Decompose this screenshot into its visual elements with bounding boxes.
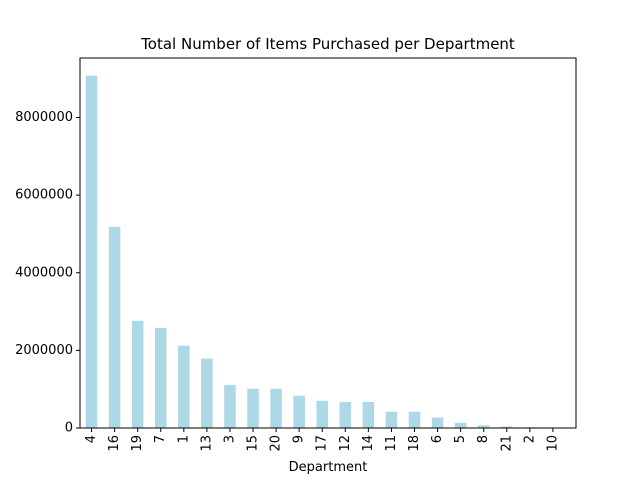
y-tick-label: 4000000: [15, 265, 73, 280]
y-tick-label: 8000000: [15, 110, 73, 125]
x-tick-label: 4: [84, 435, 99, 443]
bar-18: [408, 411, 421, 428]
y-tick-label: 0: [65, 421, 73, 436]
x-tick-label: 18: [407, 435, 422, 452]
bar-4: [85, 75, 98, 429]
x-tick-label: 20: [269, 435, 284, 452]
bar-1: [178, 345, 190, 428]
x-tick-label: 11: [384, 435, 399, 452]
x-tick-label: 15: [246, 435, 261, 452]
bars-group: [85, 75, 559, 429]
bar-21: [501, 426, 513, 428]
bar-20: [270, 388, 282, 428]
x-tick-label: 9: [292, 435, 307, 443]
x-tick-label: 3: [222, 435, 237, 443]
plot-frame: [79, 57, 577, 429]
x-tick-label: 10: [545, 435, 560, 452]
bar-9: [293, 395, 305, 428]
x-tick-label: 8: [476, 435, 491, 443]
x-tick-label: 17: [315, 435, 330, 452]
x-tick-label: 5: [453, 435, 468, 443]
x-tick-label: 16: [107, 435, 122, 452]
bar-19: [131, 320, 144, 428]
y-axis: 0 2000000 4000000 6000000 8000000: [15, 110, 80, 436]
bar-17: [316, 400, 328, 428]
x-tick-label: 19: [130, 435, 145, 452]
chart-title: Total Number of Items Purchased per Depa…: [140, 35, 515, 53]
bar-13: [201, 358, 213, 428]
bar-12: [339, 402, 352, 428]
bar-14: [362, 402, 375, 428]
bar-8: [477, 425, 490, 428]
x-tick-label: 21: [499, 435, 514, 452]
x-axis: 4 16 19 7 1 13 3 15 20 9 17 12 14 11 18 6 5 8 21 2 10: [84, 428, 560, 452]
bar-11: [385, 411, 398, 428]
bar-5: [454, 422, 467, 428]
bar-15: [247, 388, 259, 428]
x-tick-label: 1: [176, 435, 191, 443]
y-tick-label: 6000000: [15, 188, 73, 203]
x-tick-label: 6: [430, 435, 445, 443]
bar-16: [108, 226, 121, 428]
x-tick-label: 12: [338, 435, 353, 452]
x-tick-label: 14: [361, 435, 376, 452]
x-tick-label: 13: [199, 435, 214, 452]
x-axis-label: Department: [289, 460, 368, 475]
bar-6: [431, 417, 444, 428]
bar-7: [154, 327, 167, 428]
x-tick-label: 7: [153, 435, 168, 443]
x-tick-label: 2: [522, 435, 537, 443]
y-tick-label: 2000000: [15, 343, 73, 358]
bar-3: [224, 384, 236, 428]
